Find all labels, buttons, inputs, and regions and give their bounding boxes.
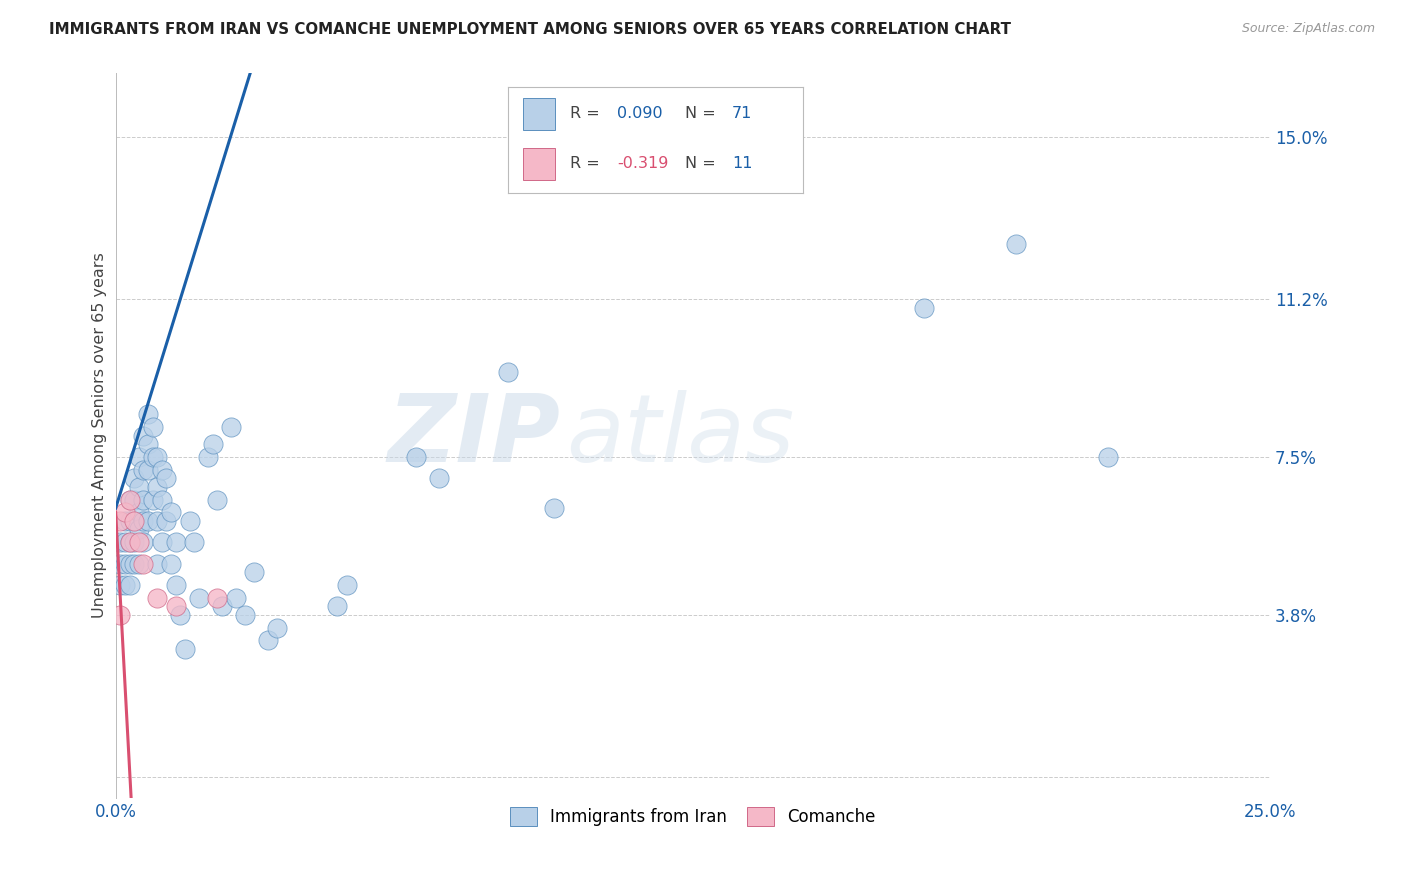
Point xyxy=(257,633,280,648)
Point xyxy=(118,557,141,571)
Point xyxy=(122,471,145,485)
Point xyxy=(114,505,136,519)
Point xyxy=(110,557,132,571)
Legend: Immigrants from Iran, Comanche: Immigrants from Iran, Comanche xyxy=(502,799,884,835)
Point xyxy=(201,437,224,451)
Point xyxy=(405,450,427,464)
Point xyxy=(132,557,155,571)
Point xyxy=(912,301,935,315)
Point xyxy=(122,492,145,507)
Point xyxy=(132,492,155,507)
Point xyxy=(110,535,132,549)
Point xyxy=(136,463,159,477)
Point xyxy=(142,420,165,434)
Point xyxy=(118,492,141,507)
Point xyxy=(142,450,165,464)
Point xyxy=(183,535,205,549)
Point xyxy=(1097,450,1119,464)
Text: IMMIGRANTS FROM IRAN VS COMANCHE UNEMPLOYMENT AMONG SENIORS OVER 65 YEARS CORREL: IMMIGRANTS FROM IRAN VS COMANCHE UNEMPLO… xyxy=(49,22,1011,37)
Point xyxy=(118,535,141,549)
Point xyxy=(335,578,357,592)
Point xyxy=(266,620,288,634)
Point xyxy=(326,599,349,614)
Point xyxy=(146,591,169,605)
Point xyxy=(128,450,150,464)
Point xyxy=(136,514,159,528)
Point xyxy=(187,591,209,605)
Point xyxy=(122,535,145,549)
Point xyxy=(211,599,233,614)
Point xyxy=(114,535,136,549)
Point xyxy=(150,463,173,477)
Point xyxy=(543,501,565,516)
Point xyxy=(155,471,177,485)
Point xyxy=(155,514,177,528)
Point xyxy=(233,607,256,622)
Point xyxy=(160,557,183,571)
Point xyxy=(207,591,229,605)
Point xyxy=(165,599,187,614)
Point xyxy=(128,505,150,519)
Point xyxy=(160,505,183,519)
Point xyxy=(128,523,150,537)
Point xyxy=(114,514,136,528)
Point xyxy=(207,492,229,507)
Point xyxy=(118,535,141,549)
Point xyxy=(169,607,191,622)
Point xyxy=(146,450,169,464)
Point xyxy=(110,578,132,592)
Point xyxy=(128,535,150,549)
Point xyxy=(122,514,145,528)
Point xyxy=(427,471,450,485)
Y-axis label: Unemployment Among Seniors over 65 years: Unemployment Among Seniors over 65 years xyxy=(93,252,107,618)
Point xyxy=(132,463,155,477)
Point xyxy=(132,535,155,549)
Point xyxy=(110,607,132,622)
Point xyxy=(174,641,197,656)
Point xyxy=(128,480,150,494)
Point xyxy=(496,365,519,379)
Point xyxy=(150,535,173,549)
Point xyxy=(114,578,136,592)
Point xyxy=(197,450,219,464)
Point xyxy=(146,480,169,494)
Point xyxy=(122,514,145,528)
Text: atlas: atlas xyxy=(565,390,794,481)
Text: Source: ZipAtlas.com: Source: ZipAtlas.com xyxy=(1241,22,1375,36)
Point xyxy=(132,514,155,528)
Point xyxy=(219,420,242,434)
Point xyxy=(128,557,150,571)
Point xyxy=(136,437,159,451)
Point xyxy=(225,591,247,605)
Point xyxy=(1005,236,1028,251)
Point xyxy=(165,535,187,549)
Point xyxy=(150,492,173,507)
Point xyxy=(118,492,141,507)
Point xyxy=(179,514,201,528)
Point xyxy=(243,565,266,579)
Point xyxy=(142,492,165,507)
Point xyxy=(118,514,141,528)
Point xyxy=(110,514,132,528)
Text: ZIP: ZIP xyxy=(387,390,560,482)
Point xyxy=(146,514,169,528)
Point xyxy=(146,557,169,571)
Point xyxy=(122,557,145,571)
Point xyxy=(132,428,155,442)
Point xyxy=(114,557,136,571)
Point xyxy=(165,578,187,592)
Point xyxy=(136,407,159,421)
Point xyxy=(118,578,141,592)
